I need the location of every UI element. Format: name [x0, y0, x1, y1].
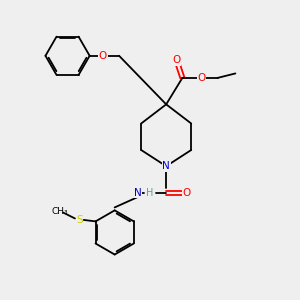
Text: CH₃: CH₃ — [52, 207, 68, 216]
Text: O: O — [99, 51, 107, 61]
Text: S: S — [76, 215, 83, 225]
Text: N: N — [162, 161, 170, 171]
Text: N: N — [134, 188, 142, 198]
Text: O: O — [172, 55, 181, 65]
Text: H: H — [146, 188, 154, 198]
Text: O: O — [197, 73, 206, 83]
Text: O: O — [183, 188, 191, 198]
